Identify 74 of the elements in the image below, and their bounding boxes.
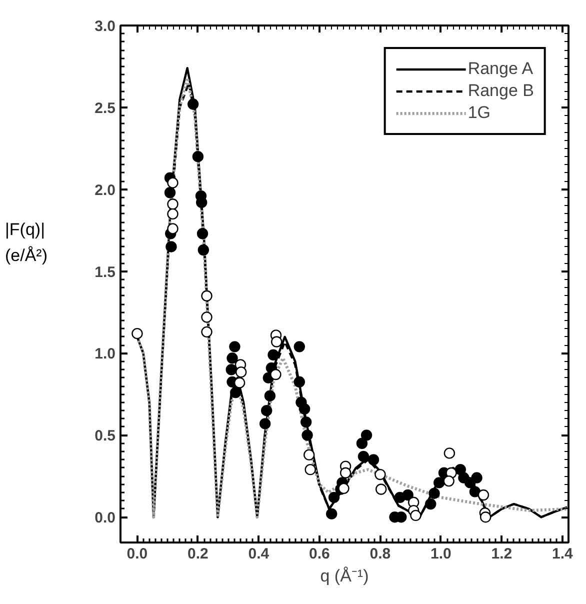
point [167,223,178,234]
point [443,475,454,487]
point [338,482,350,494]
point [201,290,212,302]
point [368,454,380,466]
point [478,489,490,501]
legend-label: Range A [468,59,534,79]
x-tick-label: 1.0 [430,546,452,562]
x-axis-title: q (Å⁻¹) [320,566,369,586]
point [201,312,212,323]
point [132,328,143,340]
point [410,510,422,522]
y-tick-label: 0.5 [94,428,116,445]
point [164,187,176,198]
point [469,486,481,498]
legend-label: Range B [468,81,534,101]
y-tick-label: 3.0 [94,18,116,35]
point [358,450,370,462]
y-tick-label: 1.5 [94,264,116,281]
point [226,364,237,376]
point [302,430,313,441]
point [167,208,178,220]
point [264,390,276,402]
point [196,228,208,240]
point [402,489,414,501]
point [300,416,312,428]
point [230,386,242,398]
point [356,438,368,449]
point [260,404,272,416]
y-tick-label: 0.0 [94,510,116,527]
point [376,484,387,495]
point [268,349,279,360]
x-tick-label: 1.2 [491,546,512,562]
legend-label: 1G [468,103,491,123]
point [340,467,352,478]
point [328,492,340,504]
point [166,241,177,252]
point [480,512,492,523]
x-tick-label: 0.8 [370,546,391,562]
x-tick-label: 0.6 [309,546,330,562]
point [425,498,436,510]
point [187,98,199,110]
point [294,376,305,388]
y-axis-title: |F(q)| (e/Å²) [5,219,48,267]
y-tick-label: 2.5 [94,100,116,117]
point [304,464,316,476]
point [235,366,247,378]
point [326,508,338,520]
point [229,341,240,352]
point [471,472,482,484]
point [304,449,315,460]
x-tick-label: 0.2 [188,546,208,562]
point [294,341,305,352]
point [271,336,282,348]
point [374,468,386,480]
x-tick-label: 0.4 [248,546,270,562]
point [226,352,238,364]
x-tick-label: 1.4 [552,546,574,562]
point [167,198,178,210]
point [428,488,440,499]
point [198,244,210,256]
point [201,326,212,338]
point [259,418,271,430]
point [192,151,204,162]
point [434,477,445,488]
point [167,177,178,188]
point [234,377,246,388]
point [360,430,372,441]
point [444,448,456,459]
y-tick-label: 1.0 [94,346,116,363]
x-tick-label: 0.0 [126,546,148,562]
y-tick-label: 2.0 [94,182,116,199]
point [298,403,310,415]
point [270,368,282,380]
